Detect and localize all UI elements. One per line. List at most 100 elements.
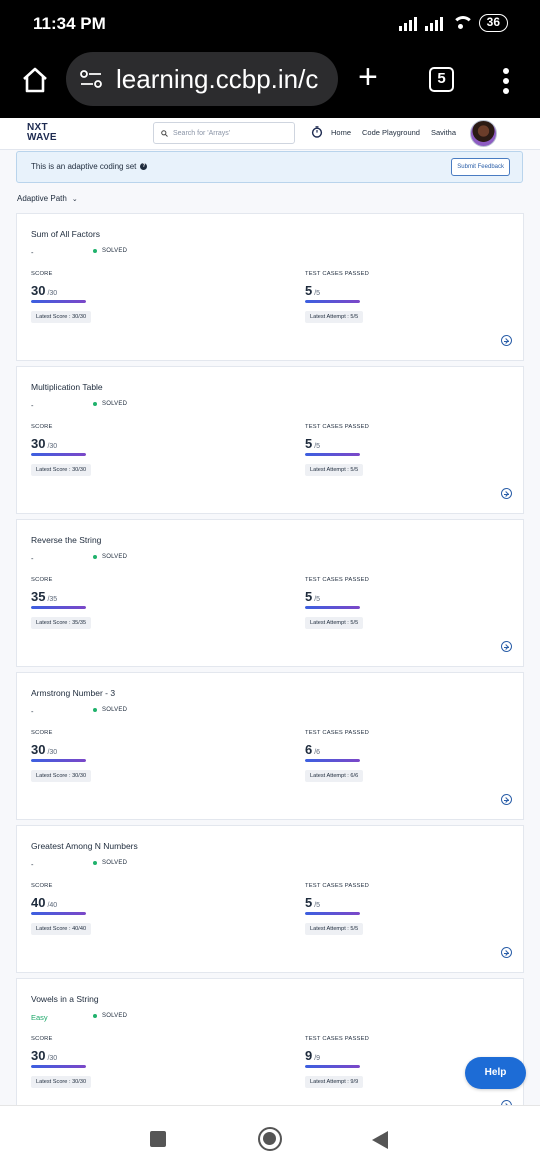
status-badge: SOLVED bbox=[93, 554, 127, 560]
chevron-down-icon: ⌄ bbox=[71, 195, 78, 203]
latest-attempt-chip: Latest Attempt : 5/5 bbox=[305, 311, 364, 323]
open-question-arrow-icon[interactable] bbox=[501, 641, 512, 652]
question-card[interactable]: Multiplication Table - SOLVED SCORE 30/30 Lat… bbox=[16, 366, 524, 514]
nav-code-playground[interactable]: Code Playground bbox=[362, 127, 420, 137]
score-value: 30/30 bbox=[31, 742, 58, 757]
score-label: SCORE bbox=[31, 883, 53, 889]
latest-attempt-chip: Latest Attempt : 5/5 bbox=[305, 617, 364, 629]
open-question-arrow-icon[interactable] bbox=[501, 794, 512, 805]
submit-feedback-button[interactable]: Submit Feedback bbox=[451, 158, 510, 176]
score-block: SCORE 40/40 Latest Score : 40/40 bbox=[31, 883, 151, 935]
question-title[interactable]: Multiplication Table bbox=[31, 382, 103, 392]
score-value: 30/30 bbox=[31, 1048, 58, 1063]
question-title[interactable]: Sum of All Factors bbox=[31, 229, 100, 239]
site-settings-icon[interactable] bbox=[80, 70, 102, 88]
difficulty-label: - bbox=[31, 554, 34, 563]
tab-switcher-button[interactable]: 5 bbox=[429, 67, 454, 92]
status-text: SOLVED bbox=[102, 248, 128, 254]
difficulty-label: Easy bbox=[31, 1013, 48, 1022]
score-block: SCORE 30/30 Latest Score : 30/30 bbox=[31, 271, 151, 323]
tests-block: TEST CASES PASSED 6/6 Latest Attempt : 6/6 bbox=[305, 730, 425, 782]
top-nav: Home Code Playground Savitha bbox=[311, 126, 467, 138]
tests-progress-bar bbox=[305, 606, 360, 609]
nav-home[interactable]: Home bbox=[331, 127, 352, 137]
tests-label: TEST CASES PASSED bbox=[305, 883, 370, 889]
back-icon[interactable] bbox=[372, 1131, 388, 1149]
latest-score-chip: Latest Score : 30/30 bbox=[31, 311, 92, 323]
latest-score-chip: Latest Score : 30/30 bbox=[31, 770, 92, 782]
status-badge: SOLVED bbox=[93, 1013, 127, 1019]
home-circle-icon[interactable] bbox=[258, 1127, 282, 1151]
overflow-menu-icon[interactable] bbox=[502, 68, 510, 94]
question-card[interactable]: Vowels in a String Easy SOLVED SCORE 30/30 La… bbox=[16, 978, 524, 1105]
score-value: 35/35 bbox=[31, 589, 58, 604]
question-card[interactable]: Sum of All Factors - SOLVED SCORE 30/30 Lates… bbox=[16, 213, 524, 361]
tests-block: TEST CASES PASSED 9/9 Latest Attempt : 9/9 bbox=[305, 1036, 425, 1088]
adaptive-banner: This is an adaptive coding set ? Submit … bbox=[16, 151, 523, 183]
score-label: SCORE bbox=[31, 271, 53, 277]
tests-block: TEST CASES PASSED 5/5 Latest Attempt : 5/5 bbox=[305, 424, 425, 476]
score-block: SCORE 35/35 Latest Score : 35/35 bbox=[31, 577, 151, 629]
solved-dot-icon bbox=[93, 708, 97, 712]
score-label: SCORE bbox=[31, 730, 53, 736]
tests-label: TEST CASES PASSED bbox=[305, 424, 370, 430]
score-progress-bar bbox=[31, 606, 86, 609]
avatar[interactable] bbox=[470, 120, 497, 147]
solved-dot-icon bbox=[93, 402, 97, 406]
help-button[interactable]: Help bbox=[465, 1057, 526, 1089]
nav-user-name[interactable]: Savitha bbox=[430, 127, 457, 137]
status-text: SOLVED bbox=[102, 401, 128, 407]
question-card[interactable]: Armstrong Number - 3 - SOLVED SCORE 30/30 Lat… bbox=[16, 672, 524, 820]
score-block: SCORE 30/30 Latest Score : 30/30 bbox=[31, 730, 151, 782]
tests-block: TEST CASES PASSED 5/5 Latest Attempt : 5/5 bbox=[305, 577, 425, 629]
timer-icon[interactable] bbox=[311, 126, 323, 138]
score-value: 30/30 bbox=[31, 436, 58, 451]
open-question-arrow-icon[interactable] bbox=[501, 335, 512, 346]
open-question-arrow-icon[interactable] bbox=[501, 1100, 512, 1105]
latest-attempt-chip: Latest Attempt : 9/9 bbox=[305, 1076, 364, 1088]
home-icon[interactable] bbox=[20, 65, 50, 95]
nxtwave-logo[interactable]: NXT WAVE bbox=[27, 122, 57, 143]
main-content: This is an adaptive coding set ? Submit … bbox=[0, 150, 540, 1105]
search-placeholder: Search for 'Arrays' bbox=[173, 129, 231, 137]
question-title[interactable]: Reverse the String bbox=[31, 535, 102, 545]
search-input[interactable]: Search for 'Arrays' bbox=[153, 122, 295, 144]
address-bar[interactable]: learning.ccbp.in/c bbox=[66, 52, 338, 106]
question-title[interactable]: Armstrong Number - 3 bbox=[31, 688, 116, 698]
status-text: SOLVED bbox=[102, 1013, 128, 1019]
tests-label: TEST CASES PASSED bbox=[305, 271, 370, 277]
browser-toolbar: learning.ccbp.in/c + 5 bbox=[0, 48, 540, 118]
status-bar: 11:34 PM 36 bbox=[0, 0, 540, 48]
score-label: SCORE bbox=[31, 577, 53, 583]
open-question-arrow-icon[interactable] bbox=[501, 947, 512, 958]
open-question-arrow-icon[interactable] bbox=[501, 488, 512, 499]
tests-progress-bar bbox=[305, 759, 360, 762]
solved-dot-icon bbox=[93, 1014, 97, 1018]
status-text: SOLVED bbox=[102, 860, 128, 866]
adaptive-path-dropdown[interactable]: Adaptive Path ⌄ bbox=[17, 194, 78, 203]
score-progress-bar bbox=[31, 912, 86, 915]
status-badge: SOLVED bbox=[93, 707, 127, 713]
difficulty-label: - bbox=[31, 248, 34, 257]
latest-score-chip: Latest Score : 40/40 bbox=[31, 923, 92, 935]
search-icon bbox=[161, 129, 168, 137]
latest-score-chip: Latest Score : 30/30 bbox=[31, 1076, 92, 1088]
question-card[interactable]: Greatest Among N Numbers - SOLVED SCORE 40/4… bbox=[16, 825, 524, 973]
score-value: 30/30 bbox=[31, 283, 58, 298]
tests-progress-bar bbox=[305, 912, 360, 915]
score-label: SCORE bbox=[31, 1036, 53, 1042]
question-title[interactable]: Vowels in a String bbox=[31, 994, 99, 1004]
new-tab-icon[interactable]: + bbox=[358, 58, 378, 96]
score-block: SCORE 30/30 Latest Score : 30/30 bbox=[31, 424, 151, 476]
tests-label: TEST CASES PASSED bbox=[305, 730, 370, 736]
path-label: Adaptive Path bbox=[17, 194, 67, 203]
latest-attempt-chip: Latest Attempt : 6/6 bbox=[305, 770, 364, 782]
solved-dot-icon bbox=[93, 861, 97, 865]
recents-icon[interactable] bbox=[150, 1131, 166, 1147]
site-header: NXT WAVE Search for 'Arrays' Home Code P… bbox=[0, 118, 540, 150]
latest-score-chip: Latest Score : 35/35 bbox=[31, 617, 92, 629]
question-card[interactable]: Reverse the String - SOLVED SCORE 35/35 Lates… bbox=[16, 519, 524, 667]
question-title[interactable]: Greatest Among N Numbers bbox=[31, 841, 138, 851]
status-icons: 36 bbox=[398, 14, 508, 32]
info-icon[interactable]: ? bbox=[140, 163, 148, 170]
